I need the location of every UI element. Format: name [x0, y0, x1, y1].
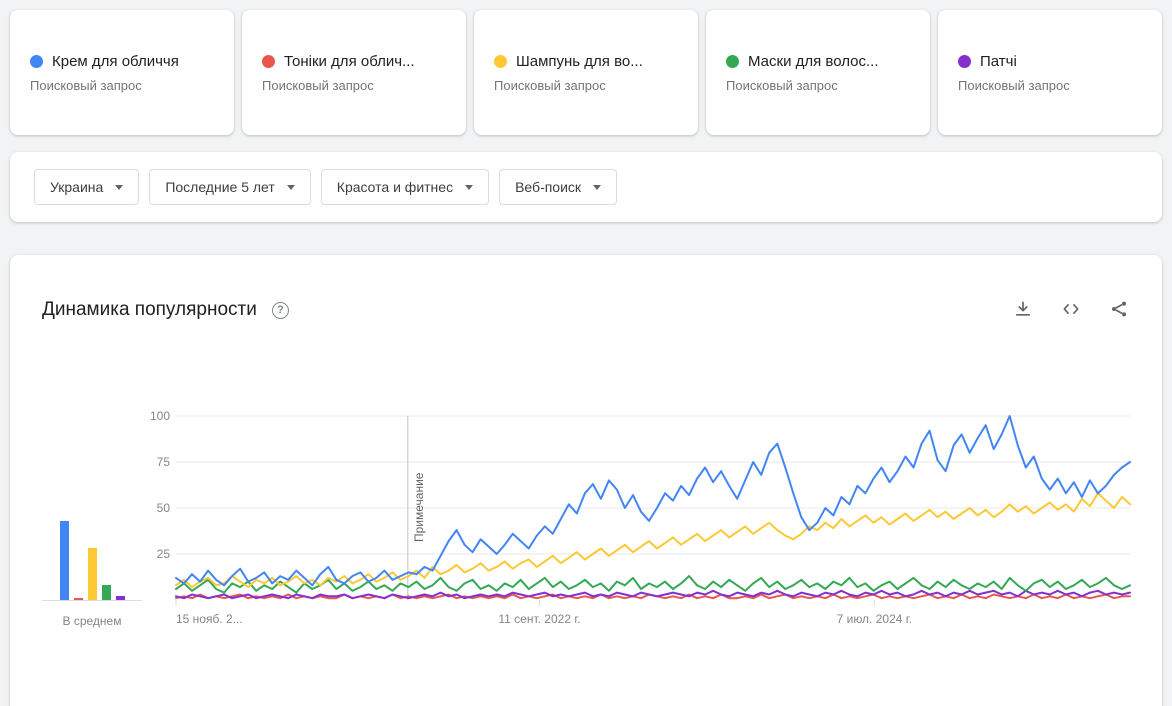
search-type-dropdown[interactable]: Веб-поиск	[499, 169, 618, 205]
term-color-dot	[494, 54, 507, 68]
embed-button[interactable]	[1060, 299, 1082, 321]
category-dropdown-label: Красота и фитнес	[336, 179, 454, 195]
chart-title: Динамика популярности	[42, 299, 257, 320]
time-range-dropdown[interactable]: Последние 5 лет	[149, 169, 311, 205]
x-axis-tick-label: 7 июл. 2024 г.	[836, 612, 913, 626]
chevron-down-icon	[465, 184, 474, 190]
category-dropdown[interactable]: Красота и фитнес	[320, 169, 490, 205]
term-color-dot	[726, 54, 739, 68]
term-color-dot	[958, 54, 971, 68]
trend-line	[175, 492, 1131, 589]
term-label: Маски для волос...	[748, 52, 879, 70]
average-bar	[87, 548, 97, 600]
annotation-label: Примечание	[411, 472, 426, 542]
term-type: Поисковый запрос	[494, 77, 606, 93]
average-label: В среднем	[62, 614, 122, 628]
chevron-down-icon	[115, 184, 124, 190]
chart-body: В среднем 100 75 50 25 Примечание 15 нояб. …	[42, 409, 1131, 630]
average-bar	[73, 598, 83, 600]
search-type-dropdown-label: Веб-поиск	[515, 179, 582, 195]
average-bar	[101, 585, 111, 600]
trend-line	[175, 415, 1131, 587]
trend-line-chart[interactable]	[175, 415, 1131, 608]
x-axis-tick-label: 11 сент. 2022 г.	[498, 612, 581, 626]
download-icon	[1015, 301, 1031, 316]
term-label: Крем для обличчя	[52, 52, 179, 70]
code-icon	[1063, 304, 1079, 314]
term-card-shampun[interactable]: Шампунь для во... Поисковый запрос	[474, 10, 698, 135]
term-type: Поисковый запрос	[30, 77, 142, 93]
average-bar	[115, 596, 125, 600]
term-label: Патчі	[980, 52, 1017, 70]
term-color-dot	[262, 54, 275, 68]
comparison-cards: Крем для обличчя Поисковый запрос Тоніки…	[0, 0, 1172, 135]
x-axis-tick-label: 15 нояб. 2...	[176, 612, 243, 626]
trends-chart-card: Динамика популярности ?	[10, 255, 1162, 706]
y-axis-tick-label: 25	[156, 547, 170, 561]
term-card-krem[interactable]: Крем для обличчя Поисковый запрос	[10, 10, 234, 135]
trend-line	[175, 589, 1131, 600]
average-section: В среднем	[42, 416, 142, 630]
help-icon[interactable]: ?	[271, 301, 289, 319]
y-axis-tick-label: 100	[149, 409, 170, 423]
term-type: Поисковый запрос	[726, 77, 838, 93]
y-axis-tick-label: 75	[156, 455, 170, 469]
trend-line	[175, 575, 1131, 594]
term-color-dot	[30, 54, 43, 68]
share-button[interactable]	[1108, 299, 1130, 321]
time-range-dropdown-label: Последние 5 лет	[165, 179, 275, 195]
term-label: Шампунь для во...	[516, 52, 643, 70]
term-type: Поисковый запрос	[958, 77, 1070, 93]
x-axis-labels: 15 нояб. 2... 11 сент. 2022 г. 7 июл. 2024…	[176, 610, 1130, 630]
chevron-down-icon	[593, 184, 602, 190]
chart-actions	[1012, 299, 1130, 321]
share-icon	[1112, 301, 1126, 317]
region-dropdown-label: Украина	[50, 179, 104, 195]
average-bar	[59, 520, 69, 600]
region-dropdown[interactable]: Украина	[34, 169, 140, 205]
line-chart-area: 100 75 50 25 Примечание 15 нояб. 2... 11 сен…	[150, 409, 1131, 630]
average-bars	[42, 520, 142, 600]
chevron-down-icon	[286, 184, 295, 190]
term-card-maski[interactable]: Маски для волос... Поисковый запрос	[706, 10, 930, 135]
term-type: Поисковый запрос	[262, 77, 374, 93]
term-label: Тоніки для облич...	[284, 52, 415, 70]
chart-header: Динамика популярности ?	[42, 299, 1130, 321]
y-axis-tick-label: 50	[156, 501, 170, 515]
average-bar-chart[interactable]	[42, 416, 142, 601]
term-card-toniki[interactable]: Тоніки для облич... Поисковый запрос	[242, 10, 466, 135]
term-card-patchi[interactable]: Патчі Поисковый запрос	[938, 10, 1162, 135]
download-button[interactable]	[1012, 299, 1034, 321]
filters-bar: Украина Последние 5 лет Красота и фитнес…	[10, 152, 1162, 222]
